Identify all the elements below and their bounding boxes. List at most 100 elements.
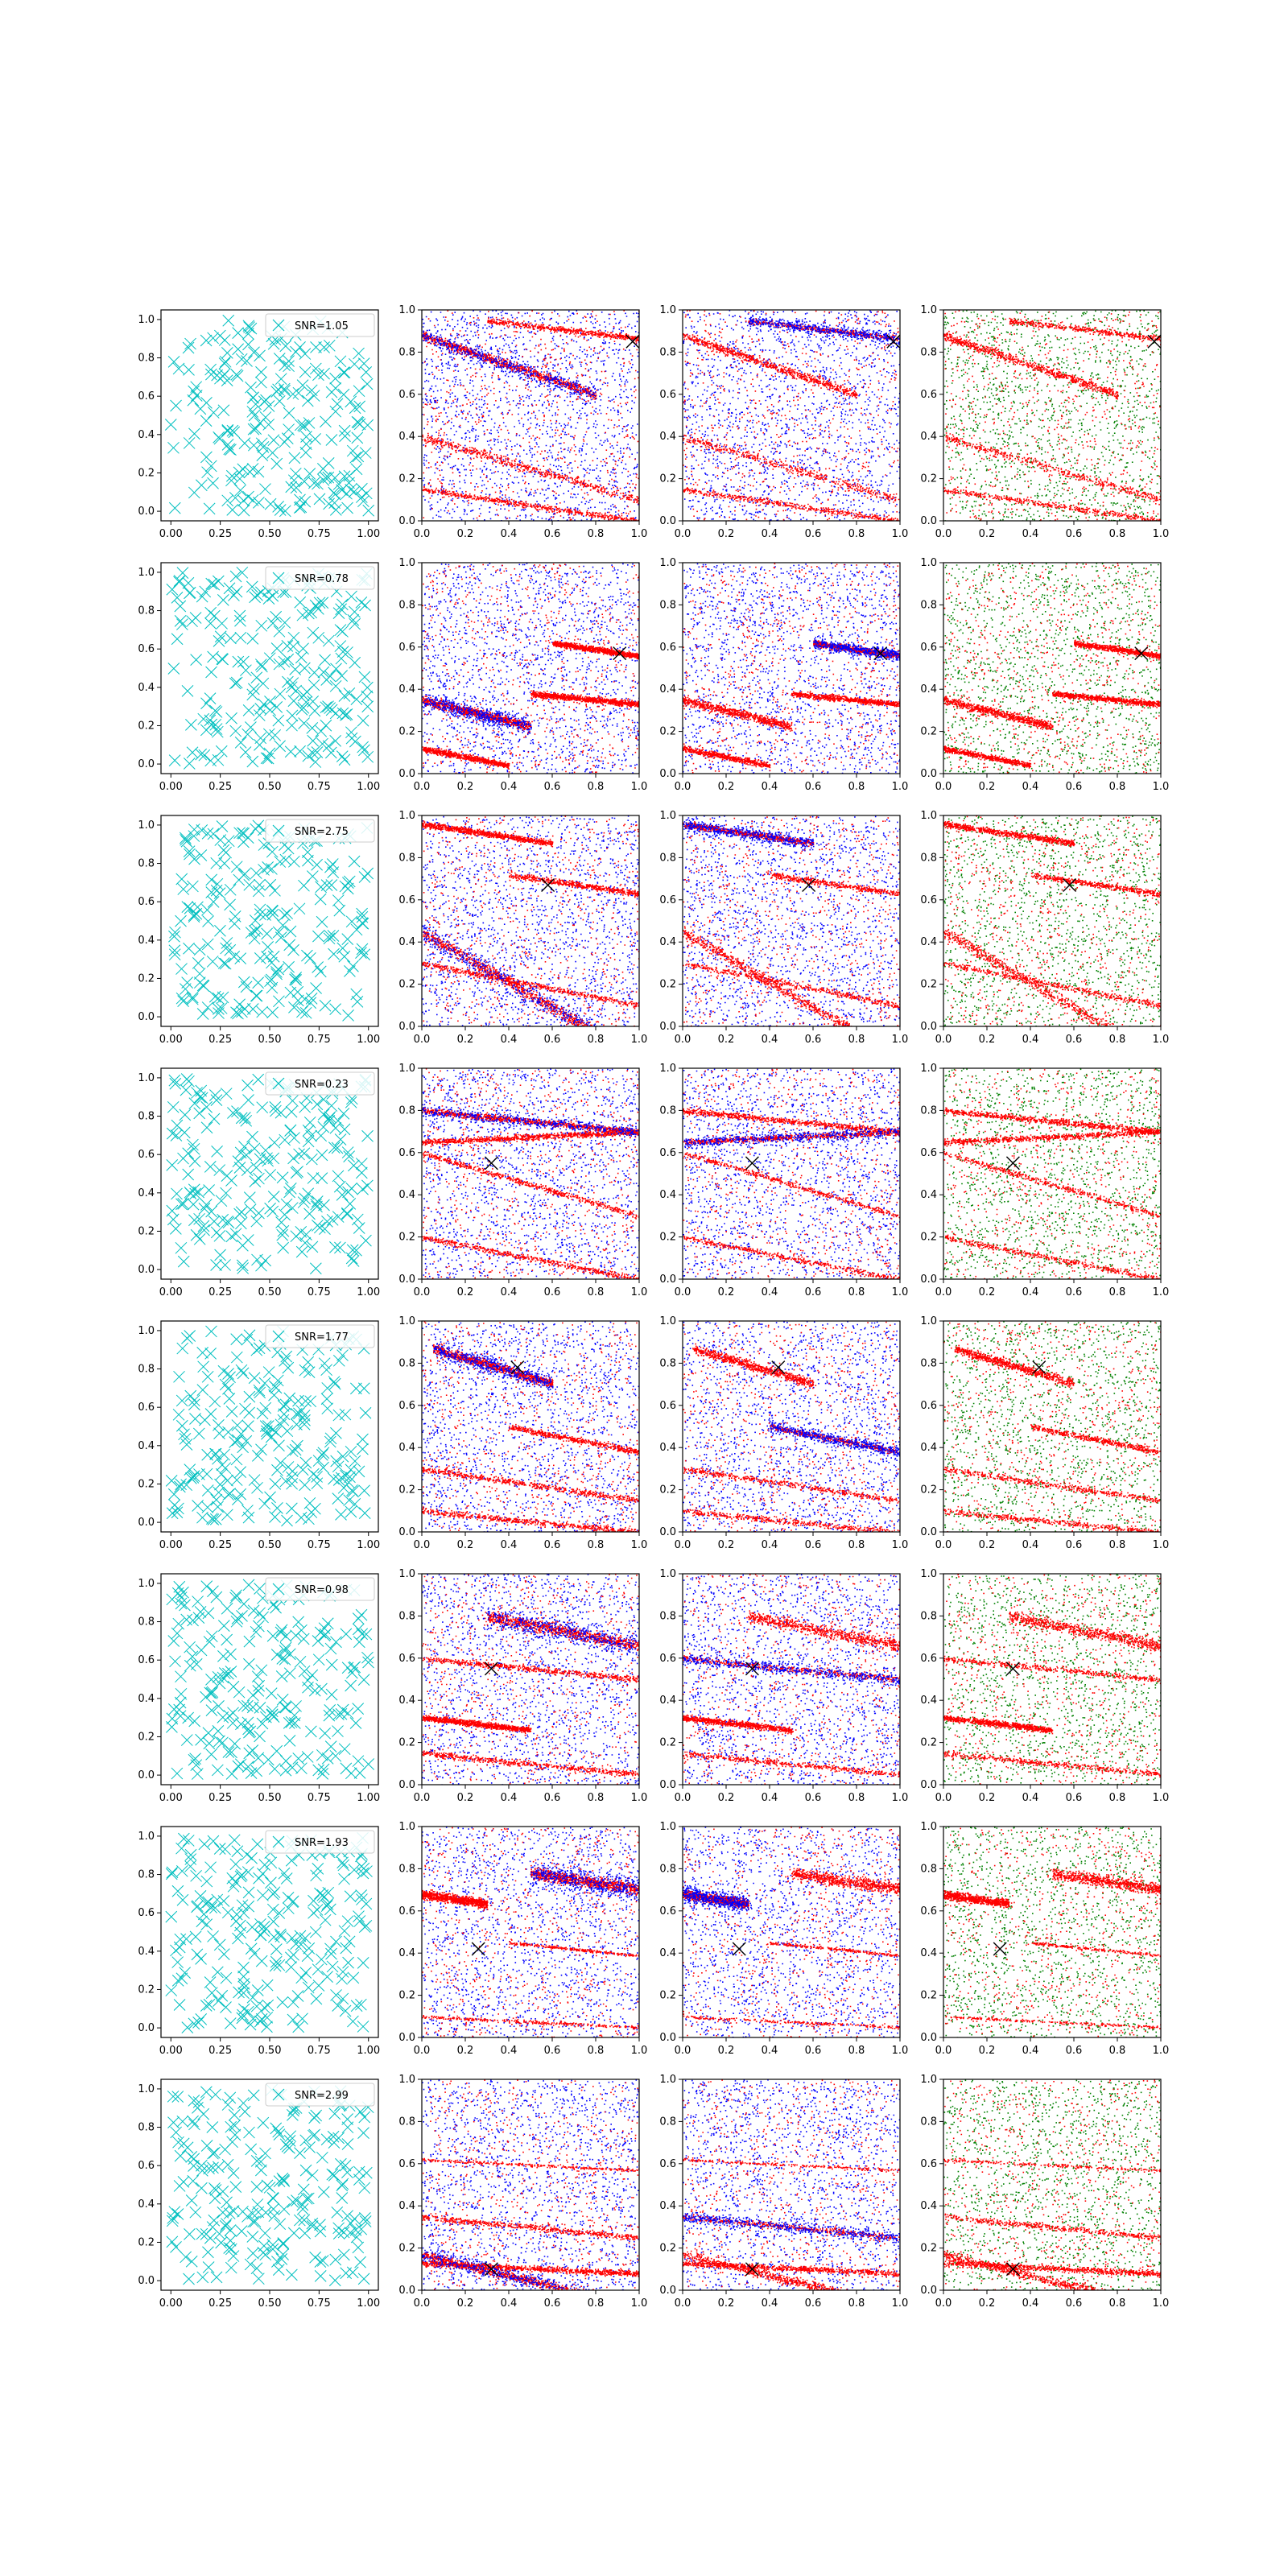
x-marker xyxy=(270,729,281,741)
x-marker xyxy=(308,1907,320,1918)
x-tick-label: 0.75 xyxy=(308,1286,331,1298)
point-cloud-panel: 0.0 0.2 0.4 0.6 0.8 1.00.00.20.40.60.81.0 xyxy=(920,2074,1169,2310)
point-series xyxy=(422,563,641,774)
x-marker xyxy=(262,2000,274,2011)
y-tick-label: 0.2 xyxy=(659,979,676,991)
x-marker xyxy=(183,342,194,353)
x-marker xyxy=(279,385,291,396)
x-marker xyxy=(246,1852,258,1864)
y-tick-label: 0.4 xyxy=(659,683,676,696)
x-marker xyxy=(359,872,370,883)
x-marker xyxy=(253,1620,264,1632)
y-tick-label: 0.6 xyxy=(398,1653,415,1665)
x-tick-label: 0.6 xyxy=(1066,781,1083,793)
x-marker xyxy=(207,2162,218,2174)
y-tick-label: 0.2 xyxy=(920,2243,937,2255)
x-marker xyxy=(192,1500,204,1511)
x-marker xyxy=(273,996,284,1007)
x-marker xyxy=(333,608,345,619)
x-marker xyxy=(230,1876,242,1888)
x-marker xyxy=(203,1608,214,1619)
x-marker xyxy=(249,1373,260,1384)
x-marker xyxy=(336,1973,348,1984)
y-tick-label: 0.8 xyxy=(398,1863,415,1875)
x-marker xyxy=(351,2000,362,2012)
x-marker xyxy=(337,708,349,719)
x-marker xyxy=(332,1212,344,1223)
x-marker xyxy=(290,468,301,479)
x-marker xyxy=(355,2106,366,2117)
x-marker xyxy=(257,1006,268,1018)
y-tick-label: 0.0 xyxy=(659,1021,676,1033)
x-marker xyxy=(342,1916,353,1927)
x-marker xyxy=(336,599,348,610)
x-marker xyxy=(360,600,371,611)
x-marker xyxy=(183,1169,194,1180)
x-marker xyxy=(320,720,332,731)
x-marker xyxy=(225,633,236,644)
y-tick-label: 1.0 xyxy=(398,304,415,316)
x-tick-label: 0.50 xyxy=(258,2297,282,2310)
x-tick-label: 0.50 xyxy=(258,1792,282,1804)
x-tick-label: 0.8 xyxy=(1109,1286,1126,1298)
point-series xyxy=(683,1574,902,1786)
legend-label: SNR=0.23 xyxy=(295,1079,349,1091)
x-marker xyxy=(310,757,321,768)
x-marker xyxy=(201,1876,213,1887)
y-tick-label: 0.4 xyxy=(398,936,415,948)
x-marker xyxy=(333,2223,345,2234)
x-marker xyxy=(302,395,313,407)
x-marker xyxy=(220,1843,231,1855)
y-tick-label: 0.2 xyxy=(398,979,415,991)
x-tick-label: 0.0 xyxy=(675,781,691,793)
y-tick-label: 0.2 xyxy=(920,1232,937,1244)
x-marker xyxy=(182,2022,193,2033)
x-marker xyxy=(189,1156,200,1167)
x-marker xyxy=(352,432,363,444)
x-tick-label: 0.6 xyxy=(805,1034,822,1046)
x-marker xyxy=(288,632,299,643)
x-marker xyxy=(217,1990,228,2001)
y-tick-label: 0.0 xyxy=(659,515,676,527)
x-marker xyxy=(355,1999,366,2010)
x-marker xyxy=(234,610,246,621)
x-marker xyxy=(304,468,316,479)
x-marker xyxy=(267,1904,279,1915)
x-marker xyxy=(276,2253,287,2264)
x-marker xyxy=(313,632,324,643)
x-marker xyxy=(312,1478,323,1489)
x-tick-label: 1.0 xyxy=(631,528,648,540)
x-marker xyxy=(254,1385,265,1396)
x-marker xyxy=(341,2268,352,2279)
x-marker xyxy=(359,671,370,683)
y-tick-label: 0.6 xyxy=(920,1400,937,1412)
x-marker xyxy=(336,2180,348,2191)
x-marker xyxy=(228,2167,239,2178)
y-tick-label: 0.0 xyxy=(138,758,155,770)
x-marker xyxy=(308,735,319,746)
x-marker xyxy=(349,606,360,617)
x-tick-label: 0.00 xyxy=(159,1792,183,1804)
x-marker xyxy=(358,1383,369,1394)
x-marker xyxy=(174,1942,185,1953)
x-marker xyxy=(190,1931,201,1942)
y-tick-label: 0.8 xyxy=(920,1610,937,1622)
x-marker xyxy=(238,1599,250,1610)
y-tick-label: 0.2 xyxy=(659,726,676,738)
x-tick-label: 0.4 xyxy=(762,2045,778,2057)
x-marker xyxy=(205,755,217,766)
x-marker xyxy=(221,347,233,358)
point-cloud-panel: 0.0 0.2 0.4 0.6 0.8 1.00.00.20.40.60.81.0 xyxy=(659,557,908,793)
x-marker xyxy=(208,1113,220,1125)
y-tick-label: 0.6 xyxy=(659,389,676,401)
x-marker xyxy=(291,972,302,983)
x-marker xyxy=(176,1843,188,1854)
x-marker xyxy=(213,1501,224,1513)
x-marker xyxy=(223,1747,234,1758)
x-marker xyxy=(222,439,233,450)
y-tick-label: 0.2 xyxy=(920,726,937,738)
x-marker xyxy=(232,1008,243,1019)
x-marker xyxy=(248,347,259,358)
y-tick-label: 0.6 xyxy=(659,2158,676,2170)
y-tick-label: 0.6 xyxy=(138,1402,155,1414)
